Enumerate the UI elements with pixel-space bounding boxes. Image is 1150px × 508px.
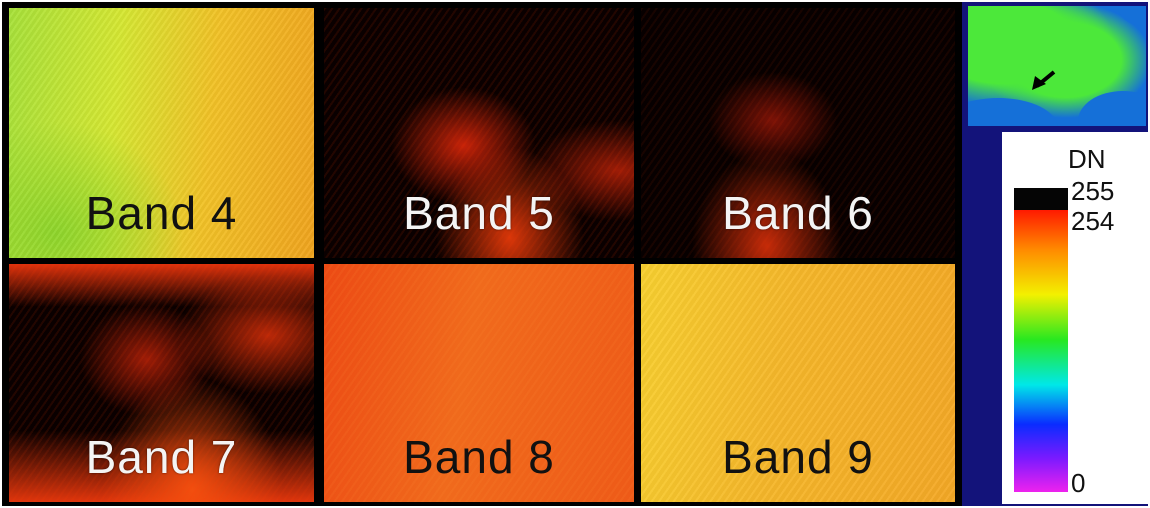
legend-title: DN <box>1068 144 1106 174</box>
arrow-icon <box>1032 70 1056 90</box>
band-4-label: Band 4 <box>85 187 238 239</box>
locator-map <box>968 6 1146 126</box>
legend-tick-254: 254 <box>1071 206 1115 236</box>
band-9-label: Band 9 <box>722 431 874 483</box>
band-6-label: Band 6 <box>722 187 874 239</box>
band-5-label: Band 5 <box>403 187 555 239</box>
band-7-label: Band 7 <box>85 431 238 483</box>
colorbar-gradient <box>1014 210 1068 492</box>
legend-tick-255: 255 <box>1071 176 1115 206</box>
band-5-image: Band 5 <box>324 8 634 258</box>
band-7-image: Band 7 <box>9 264 314 502</box>
band-8-label: Band 8 <box>403 431 555 483</box>
colorbar-saturated-swatch <box>1014 188 1068 210</box>
band-8-image: Band 8 <box>324 264 634 502</box>
legend-tick-0: 0 <box>1071 468 1086 498</box>
band-9-image: Band 9 <box>641 264 955 502</box>
band-4-image: Band 4 <box>9 8 314 258</box>
band-6-image: Band 6 <box>641 8 955 258</box>
